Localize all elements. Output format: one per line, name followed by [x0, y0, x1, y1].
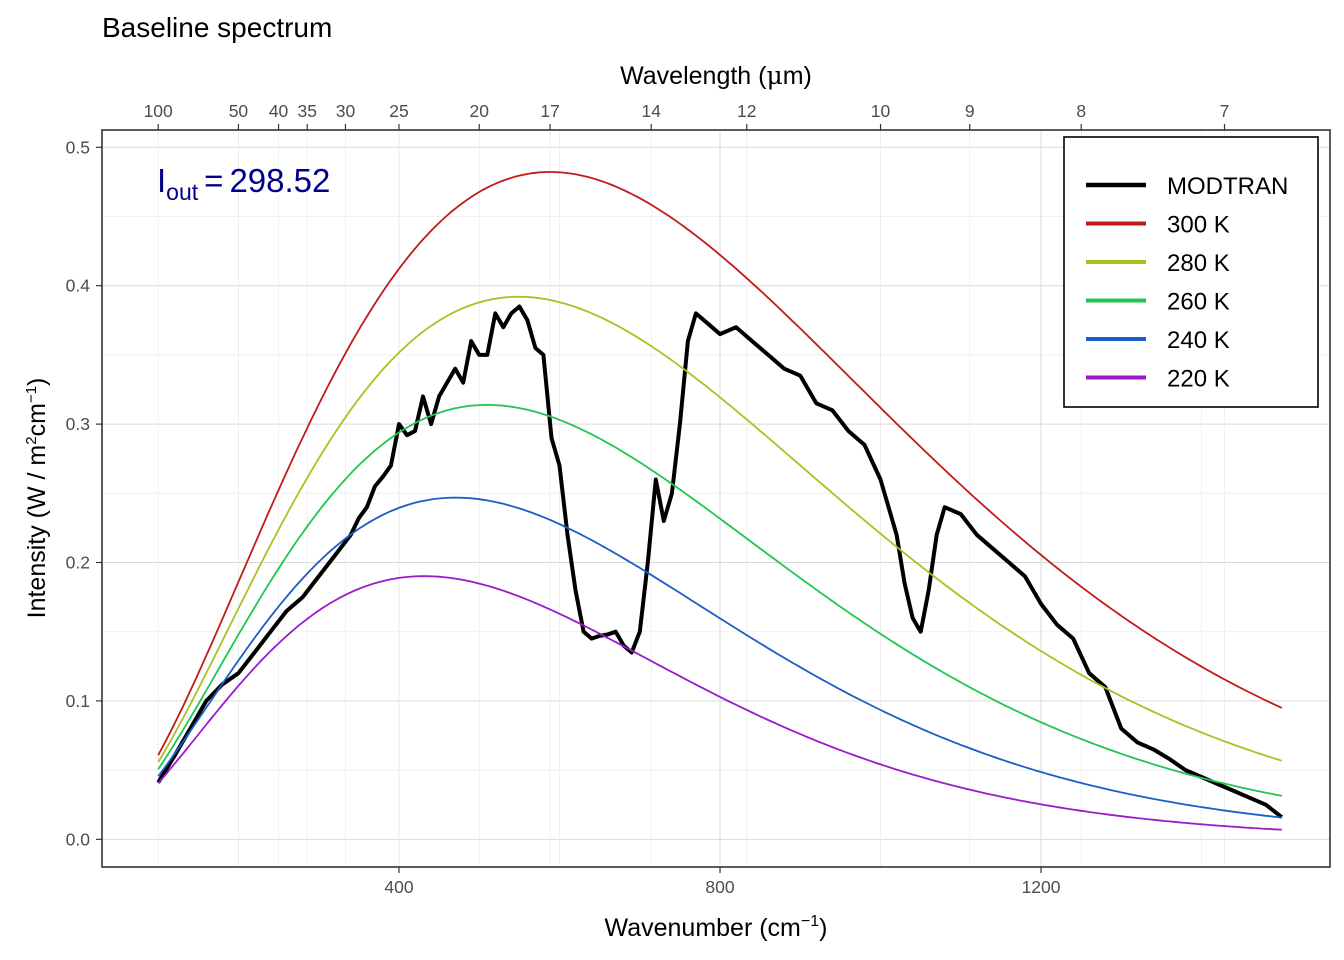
- legend: MODTRAN 300 K 280 K 260 K 240 K 220 K: [1063, 136, 1319, 408]
- top-axis: 100 50 40 35 30 25 20 17 14 12 10 9 8 7: [144, 101, 1230, 130]
- legend-label: MODTRAN: [1167, 173, 1288, 200]
- outgoing-intensity-annotation: Iout = 298.52: [157, 162, 330, 205]
- top-tick-label: 20: [469, 101, 489, 121]
- legend-box: [1063, 136, 1319, 408]
- top-tick-label: 14: [641, 101, 661, 121]
- series-layer: [156, 171, 1284, 831]
- chart-title: Baseline spectrum: [102, 12, 332, 43]
- series-line-modtran: [156, 304, 1284, 819]
- top-tick-label: 50: [229, 101, 249, 121]
- x-tick-label: 1200: [1022, 877, 1061, 897]
- legend-label: 280 K: [1167, 250, 1230, 277]
- y-axis-title: Intensity (W / m2cm−1): [23, 378, 51, 619]
- series-line-220k: [157, 575, 1282, 831]
- x-axis-title: Wavenumber (cm−1): [605, 913, 828, 942]
- top-tick-label: 7: [1220, 101, 1230, 121]
- annotation-label: I: [157, 162, 166, 199]
- y-axis: 0.0 0.1 0.2 0.3 0.4 0.5: [66, 137, 102, 849]
- x-tick-label: 400: [384, 877, 413, 897]
- series-line-260k: [157, 403, 1282, 797]
- top-tick-label: 25: [389, 101, 408, 121]
- legend-label: 300 K: [1167, 212, 1230, 239]
- top-axis-title: Wavelength (μm): [620, 61, 812, 90]
- y-tick-label: 0.5: [66, 137, 90, 157]
- y-tick-label: 0.2: [66, 553, 90, 573]
- top-tick-label: 12: [737, 101, 756, 121]
- annotation-value: 298.52: [229, 162, 330, 199]
- annotation-equals: =: [204, 162, 223, 199]
- y-tick-label: 0.1: [66, 691, 90, 711]
- top-tick-label: 8: [1076, 101, 1086, 121]
- annotation-subscript: out: [166, 179, 199, 205]
- top-tick-label: 100: [144, 101, 173, 121]
- series-line-300k: [157, 171, 1283, 756]
- top-tick-label: 9: [965, 101, 975, 121]
- top-tick-label: 40: [269, 101, 289, 121]
- top-tick-label: 17: [540, 101, 559, 121]
- y-tick-label: 0.4: [66, 276, 91, 296]
- y-tick-label: 0.3: [66, 414, 90, 434]
- x-axis: 400 800 1200: [384, 867, 1061, 897]
- series-line-280k: [157, 295, 1283, 763]
- legend-label: 220 K: [1167, 366, 1230, 393]
- panel-border: [101, 129, 1331, 868]
- legend-label: 240 K: [1167, 327, 1230, 354]
- top-tick-label: 35: [298, 101, 317, 121]
- series-line-240k: [157, 496, 1282, 819]
- top-tick-label: 10: [871, 101, 891, 121]
- top-tick-label: 30: [336, 101, 356, 121]
- legend-label: 260 K: [1167, 289, 1230, 316]
- y-tick-label: 0.0: [66, 829, 91, 849]
- x-tick-label: 800: [705, 877, 734, 897]
